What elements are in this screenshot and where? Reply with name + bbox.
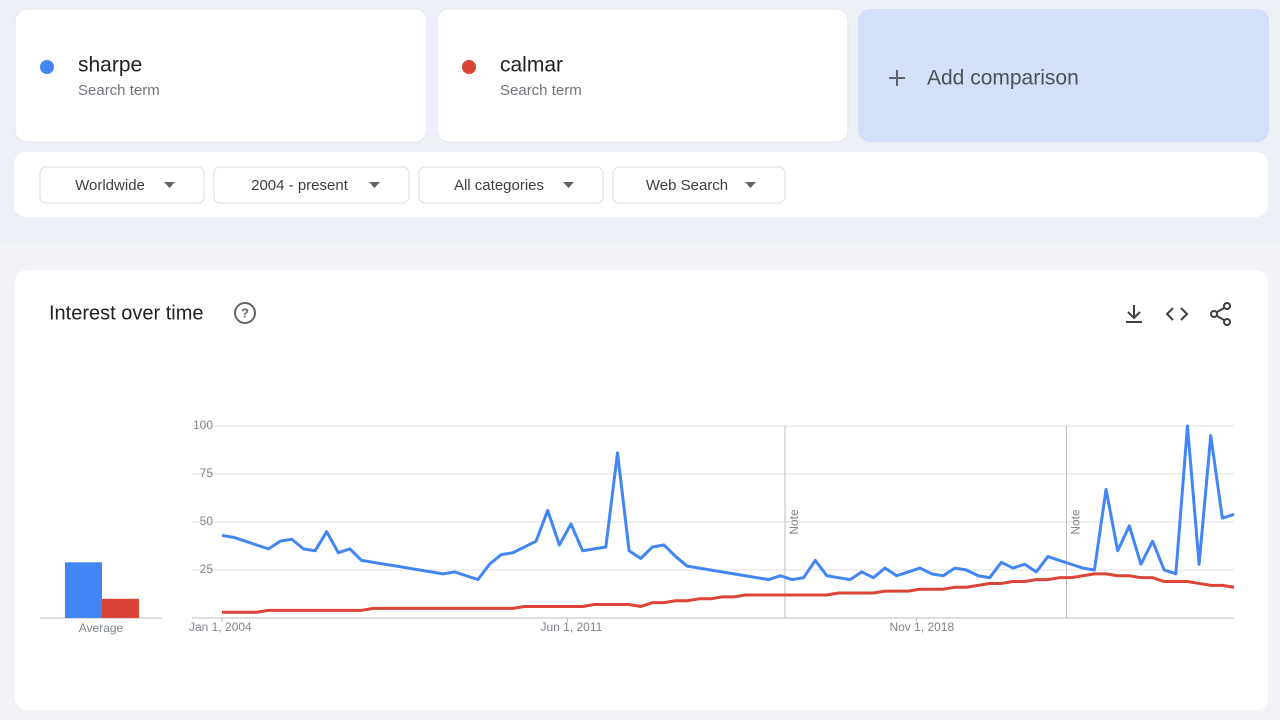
- filters: Worldwide 2004 - present All categories Web…: [39, 166, 786, 204]
- y-tick-label: 25: [200, 562, 214, 576]
- filter-dropdown[interactable]: All categories: [418, 166, 604, 204]
- x-tick-label: Jun 1, 2011: [540, 620, 602, 634]
- term-color-dot: [462, 60, 476, 74]
- download-icon[interactable]: [1126, 305, 1142, 323]
- dropdown-label: Worldwide: [75, 177, 145, 194]
- filter-dropdown[interactable]: Worldwide: [39, 166, 205, 204]
- term-subtitle: Search term: [78, 82, 160, 99]
- term-name: sharpe: [78, 54, 142, 77]
- dropdown-arrow: [563, 182, 574, 188]
- chart-title: Interest over time: [49, 302, 204, 324]
- term-card[interactable]: [436, 8, 849, 143]
- series-line: [222, 572, 1235, 614]
- x-tick-label: Nov 1, 2018: [889, 620, 954, 634]
- embed-icon[interactable]: [1165, 307, 1189, 321]
- dropdown-box: [213, 166, 410, 204]
- term-subtitle: Search term: [500, 82, 582, 99]
- svg-text:?: ?: [241, 305, 249, 320]
- y-tick-label: 100: [193, 418, 213, 432]
- dropdown-label: 2004 - present: [251, 177, 349, 194]
- dropdown-box: [418, 166, 604, 204]
- chart: 25 50 75 100 Jan 1, 2004 Jun 1, 2011 Nov 1, 20…: [40, 418, 1235, 635]
- dropdown-arrow: [369, 182, 380, 188]
- filter-dropdown[interactable]: 2004 - present: [213, 166, 410, 204]
- term-card[interactable]: [14, 8, 428, 143]
- dropdown-box: [39, 166, 205, 204]
- dropdown-box: [612, 166, 786, 204]
- y-tick-label: 75: [200, 466, 214, 480]
- x-tick-label: Jan 1, 2004: [189, 620, 252, 634]
- term-color-dot: [40, 60, 54, 74]
- chart-card: [15, 270, 1268, 710]
- note-label: Note: [787, 509, 801, 535]
- share-icon[interactable]: [1210, 302, 1231, 326]
- dropdown-label: Web Search: [646, 177, 728, 194]
- help-icon[interactable]: ?: [234, 302, 256, 324]
- y-tick-label: 50: [200, 514, 214, 528]
- term-name: calmar: [500, 54, 563, 77]
- dropdown-label: All categories: [454, 177, 544, 194]
- note-label: Note: [1069, 509, 1083, 535]
- dropdown-arrow: [164, 182, 175, 188]
- add-comparison-label: Add comparison: [927, 67, 1079, 90]
- plus-icon: [889, 70, 905, 86]
- average-bar: [102, 598, 139, 618]
- filter-dropdown[interactable]: Web Search: [612, 166, 786, 204]
- series-line: [221, 424, 1235, 582]
- dropdown-arrow: [745, 182, 756, 188]
- add-comparison-card[interactable]: [858, 9, 1269, 142]
- average-label: Average: [79, 621, 124, 635]
- average-bar: [65, 562, 102, 618]
